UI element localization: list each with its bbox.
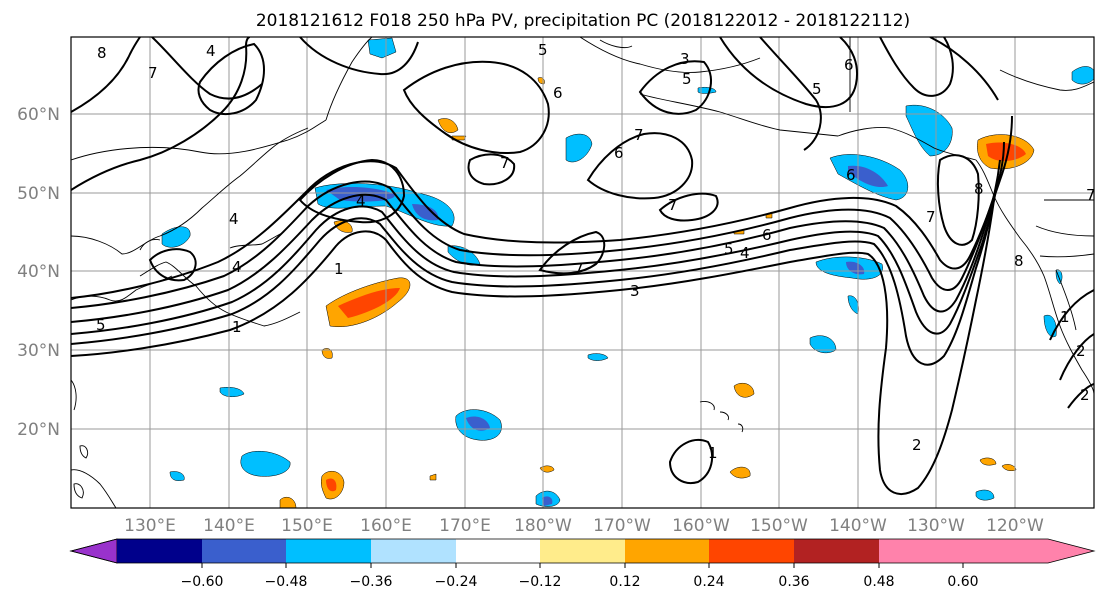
contour-label: 8 (974, 180, 984, 198)
colorbar-tick-label: 0.60 (947, 574, 978, 590)
contour-label: 3 (630, 282, 640, 300)
lon-label: 140°E (203, 516, 255, 536)
contour-label: 7 (1086, 186, 1096, 204)
contour-label: 4 (356, 192, 366, 210)
contour-label: 7 (926, 208, 936, 226)
pv-contours (71, 37, 1094, 495)
colorbar: −0.60 −0.48 −0.36 −0.24 −0.12 0.12 0.24 … (69, 538, 1096, 590)
lat-label: 30°N (17, 341, 60, 361)
contour-label: 5 (96, 316, 106, 334)
colorbar-cell (69, 538, 118, 564)
colorbar-tick-label: −0.48 (265, 574, 308, 590)
colorbar-cell (794, 539, 879, 563)
contour-label: 1 (334, 260, 344, 278)
lon-label: 150°W (750, 516, 808, 536)
lon-label: 160°E (360, 516, 412, 536)
map-area: 8 4 7 5 6 5 3 6 7 7 5 8 7 4 5 1 4 4 1 7 … (71, 37, 1096, 508)
colorbar-tick-label: −0.12 (519, 574, 562, 590)
contour-label: 2 (912, 436, 922, 454)
colorbar-tick-label: 0.48 (863, 574, 894, 590)
contour-label: 1 (1060, 308, 1070, 326)
contour-label: 7 (500, 154, 510, 172)
lon-label: 140°W (829, 516, 887, 536)
colorbar-cell (456, 539, 540, 563)
contour-label: 6 (844, 56, 854, 74)
lon-label: 130°E (124, 516, 176, 536)
lon-label: 180°W (514, 516, 572, 536)
contour-label: 6 (846, 166, 856, 184)
lat-label: 40°N (17, 262, 60, 282)
contour-label: 8 (1014, 252, 1024, 270)
colorbar-tick-label: 0.24 (693, 574, 724, 590)
colorbar-cell (117, 539, 202, 563)
lon-label: 130°W (907, 516, 965, 536)
colorbar-tick-label: −0.24 (435, 574, 478, 590)
contour-label: 4 (206, 42, 216, 60)
contour-label: 3 (680, 50, 690, 68)
colorbar-tick-label: −0.36 (350, 574, 393, 590)
lat-label: 50°N (17, 184, 60, 204)
contour-label: 6 (614, 144, 624, 162)
lon-label: 170°W (593, 516, 651, 536)
contour-label: 1 (232, 318, 242, 336)
colorbar-cell (963, 539, 1094, 563)
contour-label: 7 (148, 64, 158, 82)
contour-label: 6 (553, 84, 563, 102)
colorbar-cell (625, 539, 709, 563)
colorbar-cell (879, 539, 963, 563)
lon-label: 150°E (281, 516, 333, 536)
contour-label: 5 (538, 41, 548, 59)
contour-label: 6 (762, 226, 772, 244)
contour-label: 4 (740, 244, 750, 262)
contour-label: 1 (708, 444, 718, 462)
coastlines (71, 37, 1094, 508)
longitude-labels: 130°E 140°E 150°E 160°E 170°E 180°W 170°… (124, 516, 1044, 536)
colorbar-tick-label: 0.36 (778, 574, 809, 590)
precip-positive-areas (279, 77, 1035, 508)
map-frame (70, 36, 1095, 509)
latitude-labels: 60°N 50°N 40°N 30°N 20°N (17, 105, 60, 440)
contour-label: 2 (1076, 342, 1086, 360)
colorbar-cell (286, 539, 371, 563)
pv-contour-labels: 8 4 7 5 6 5 3 6 7 7 5 8 7 4 5 1 4 4 1 7 … (96, 41, 1096, 462)
contour-label: 2 (1080, 386, 1090, 404)
colorbar-cell (371, 539, 456, 563)
lon-label: 120°W (986, 516, 1044, 536)
contour-label: 8 (97, 44, 107, 62)
figure-title: 2018121612 F018 250 hPa PV, precipitatio… (256, 11, 910, 31)
contour-label: 5 (724, 240, 734, 258)
contour-label: 7 (668, 196, 678, 214)
colorbar-tick-label: 0.12 (609, 574, 640, 590)
lat-label: 20°N (17, 420, 60, 440)
contour-label: 5 (682, 70, 692, 88)
contour-label: 5 (812, 80, 822, 98)
lon-label: 160°W (672, 516, 730, 536)
contour-label: 4 (232, 258, 242, 276)
lat-label: 60°N (17, 105, 60, 125)
colorbar-cell (709, 539, 794, 563)
colorbar-tick-label: −0.60 (181, 574, 224, 590)
contour-label: 7 (634, 126, 644, 144)
colorbar-cell (202, 539, 286, 563)
contour-label: 4 (229, 210, 239, 228)
lon-label: 170°E (439, 516, 491, 536)
contour-label: 7 (574, 260, 584, 278)
colorbar-cell (540, 539, 625, 563)
